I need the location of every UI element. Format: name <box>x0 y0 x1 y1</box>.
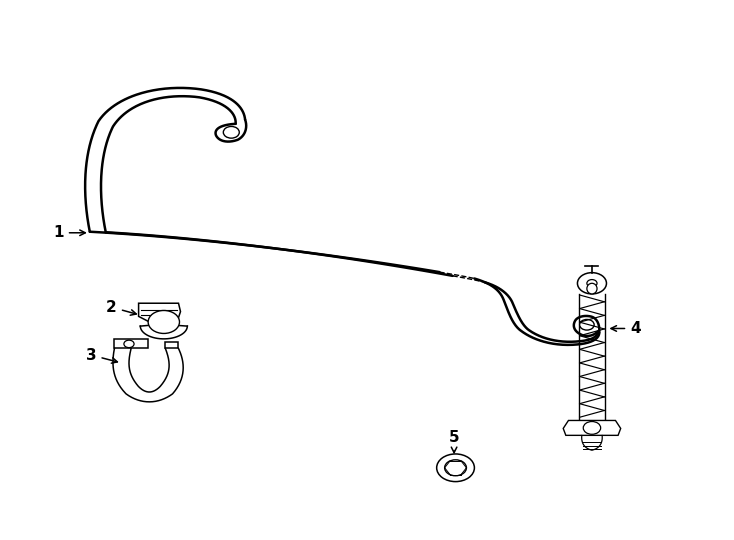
Circle shape <box>124 340 134 348</box>
Ellipse shape <box>587 284 597 294</box>
Polygon shape <box>165 342 178 348</box>
Text: 1: 1 <box>54 225 85 240</box>
Circle shape <box>437 454 474 482</box>
Circle shape <box>580 320 594 330</box>
Circle shape <box>148 310 180 334</box>
Circle shape <box>445 460 466 476</box>
Circle shape <box>223 126 239 138</box>
Circle shape <box>584 422 600 434</box>
Polygon shape <box>563 421 621 435</box>
Polygon shape <box>139 303 181 323</box>
Text: 3: 3 <box>86 348 117 363</box>
Polygon shape <box>115 339 148 348</box>
Text: 4: 4 <box>611 321 641 336</box>
Circle shape <box>587 280 597 287</box>
Circle shape <box>578 273 606 294</box>
Text: 5: 5 <box>448 430 459 453</box>
Text: 2: 2 <box>106 300 137 315</box>
